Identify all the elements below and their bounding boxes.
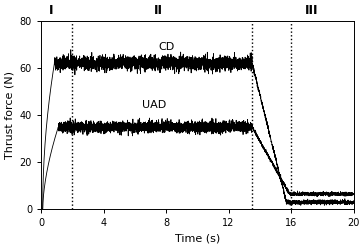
Text: UAD: UAD (142, 100, 166, 110)
Text: II: II (154, 4, 163, 17)
Text: III: III (305, 4, 318, 17)
X-axis label: Time (s): Time (s) (175, 234, 220, 244)
Text: I: I (48, 4, 53, 17)
Text: CD: CD (158, 42, 174, 52)
Y-axis label: Thrust force (N): Thrust force (N) (4, 71, 14, 159)
